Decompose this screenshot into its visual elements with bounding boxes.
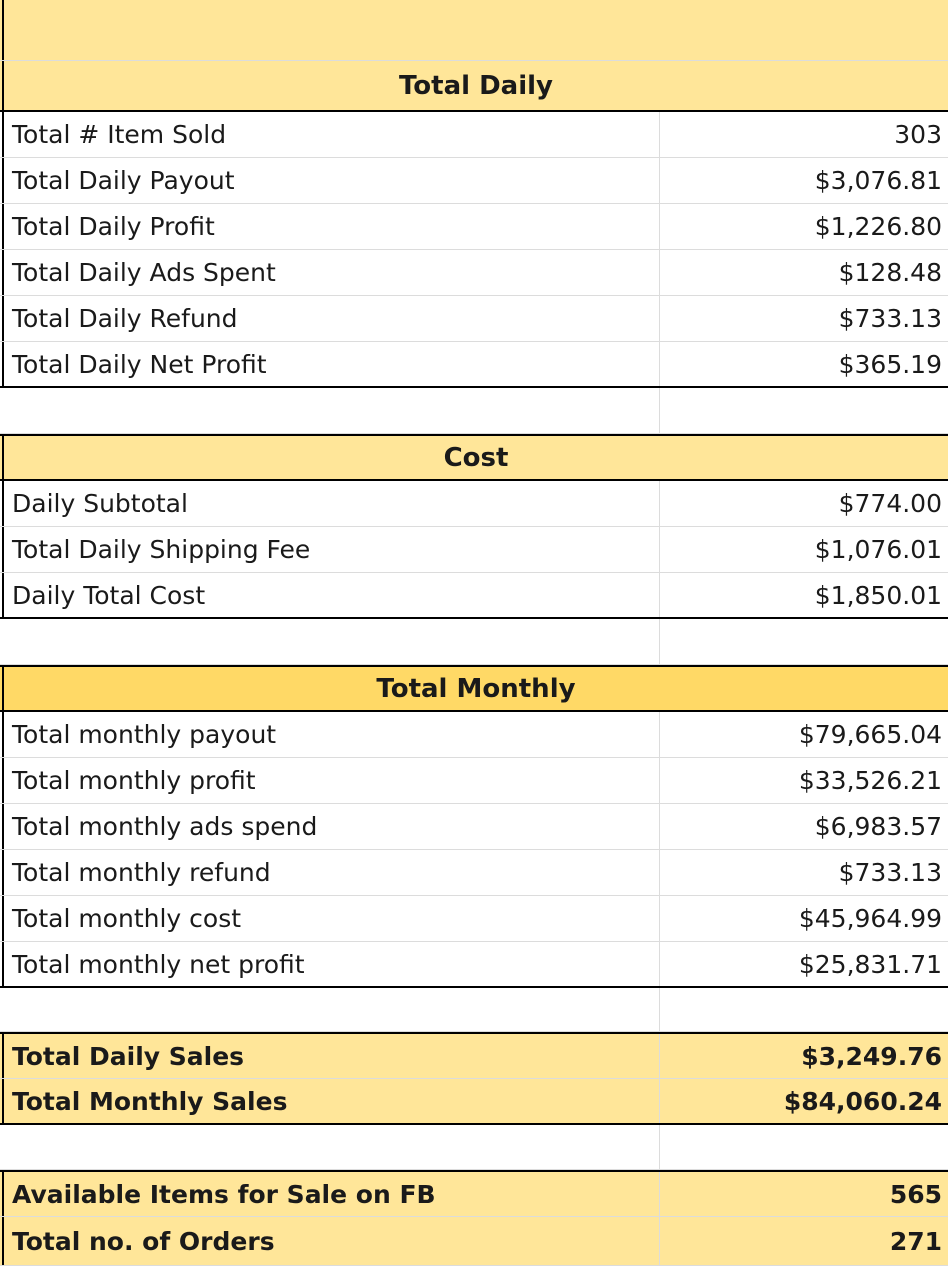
table-row[interactable]: Total monthly cost $45,964.99 <box>0 896 948 942</box>
empty-row[interactable] <box>0 388 948 434</box>
row-label[interactable]: Total Daily Payout <box>2 158 660 203</box>
total-daily-header[interactable]: Total Daily <box>0 61 948 112</box>
row-label[interactable]: Available Items for Sale on FB <box>2 1172 660 1216</box>
empty-cell[interactable] <box>2 619 660 664</box>
table-row[interactable]: Total monthly net profit $25,831.71 <box>0 942 948 988</box>
row-value[interactable]: 271 <box>889 1226 942 1256</box>
row-label[interactable]: Daily Total Cost <box>2 573 660 617</box>
cost-title: Cost <box>2 436 948 479</box>
row-value[interactable]: $733.13 <box>838 304 942 333</box>
total-daily-title: Total Daily <box>2 61 948 110</box>
table-row[interactable]: Total monthly profit $33,526.21 <box>0 758 948 804</box>
table-row[interactable]: Total Daily Net Profit $365.19 <box>0 342 948 388</box>
table-row[interactable]: Total Daily Ads Spent $128.48 <box>0 250 948 296</box>
row-value[interactable]: $128.48 <box>838 258 942 287</box>
empty-cell[interactable] <box>2 1125 660 1169</box>
row-value[interactable]: $84,060.24 <box>783 1086 942 1116</box>
row-value[interactable]: 303 <box>894 120 942 149</box>
empty-cell[interactable] <box>2 388 660 433</box>
row-label[interactable]: Total Daily Refund <box>2 296 660 341</box>
row-label[interactable]: Total monthly payout <box>2 712 660 757</box>
table-row[interactable]: Available Items for Sale on FB 565 <box>0 1170 948 1217</box>
row-value[interactable]: $33,526.21 <box>798 766 942 795</box>
table-row[interactable]: Total Monthly Sales $84,060.24 <box>0 1079 948 1125</box>
empty-cell[interactable] <box>2 988 660 1031</box>
row-value[interactable]: $6,983.57 <box>814 812 942 841</box>
row-value[interactable]: $45,964.99 <box>798 904 942 933</box>
row-label[interactable]: Total monthly profit <box>2 758 660 803</box>
row-label[interactable]: Total monthly ads spend <box>2 804 660 849</box>
row-value[interactable]: $25,831.71 <box>798 949 942 979</box>
table-row[interactable]: Total Daily Sales $3,249.76 <box>0 1032 948 1079</box>
table-row[interactable]: Total no. of Orders 271 <box>0 1217 948 1266</box>
table-row[interactable]: Total monthly ads spend $6,983.57 <box>0 804 948 850</box>
table-row[interactable]: Total monthly refund $733.13 <box>0 850 948 896</box>
row-label[interactable]: Total # Item Sold <box>2 112 660 157</box>
row-label[interactable]: Total Daily Profit <box>2 204 660 249</box>
row-value[interactable]: $1,226.80 <box>814 212 942 241</box>
row-value[interactable]: $774.00 <box>838 489 942 518</box>
row-label[interactable]: Total no. of Orders <box>2 1217 660 1265</box>
row-label[interactable]: Total monthly cost <box>2 896 660 941</box>
table-row[interactable]: Total Daily Refund $733.13 <box>0 296 948 342</box>
row-label[interactable]: Total Daily Sales <box>2 1034 660 1078</box>
table-row[interactable]: Total Daily Payout $3,076.81 <box>0 158 948 204</box>
row-label[interactable]: Daily Subtotal <box>2 481 660 526</box>
row-label[interactable]: Total Daily Net Profit <box>2 342 660 386</box>
row-value[interactable]: 565 <box>889 1179 942 1209</box>
row-value[interactable]: $1,076.01 <box>814 535 942 564</box>
row-label[interactable]: Total monthly refund <box>2 850 660 895</box>
table-row[interactable]: Daily Total Cost $1,850.01 <box>0 573 948 619</box>
row-label[interactable]: Total Monthly Sales <box>2 1079 660 1123</box>
table-row[interactable]: Total # Item Sold 303 <box>0 112 948 158</box>
cost-header[interactable]: Cost <box>0 434 948 481</box>
row-value[interactable]: $3,249.76 <box>801 1041 942 1071</box>
table-row[interactable]: Total Daily Shipping Fee $1,076.01 <box>0 527 948 573</box>
empty-row[interactable] <box>0 1125 948 1170</box>
empty-row[interactable] <box>0 988 948 1032</box>
empty-header-row[interactable] <box>0 0 948 61</box>
row-value[interactable]: $79,665.04 <box>798 720 942 749</box>
table-row[interactable]: Total Daily Profit $1,226.80 <box>0 204 948 250</box>
table-row[interactable]: Daily Subtotal $774.00 <box>0 481 948 527</box>
row-value[interactable]: $1,850.01 <box>814 580 942 610</box>
row-value[interactable]: $365.19 <box>838 349 942 379</box>
row-label[interactable]: Total Daily Ads Spent <box>2 250 660 295</box>
table-row[interactable]: Total monthly payout $79,665.04 <box>0 712 948 758</box>
total-monthly-header[interactable]: Total Monthly <box>0 665 948 712</box>
empty-row[interactable] <box>0 619 948 665</box>
row-value[interactable]: $3,076.81 <box>814 166 942 195</box>
total-monthly-title: Total Monthly <box>2 667 948 710</box>
row-label[interactable]: Total Daily Shipping Fee <box>2 527 660 572</box>
row-label[interactable]: Total monthly net profit <box>2 942 660 986</box>
row-value[interactable]: $733.13 <box>838 858 942 887</box>
